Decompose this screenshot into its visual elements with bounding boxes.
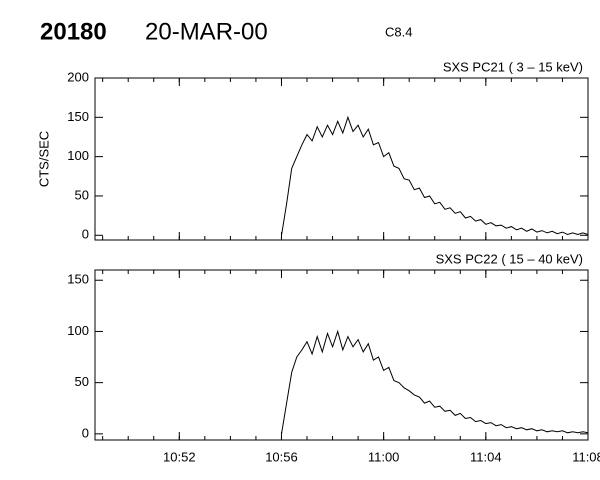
y-axis-label: CTS/SEC: [36, 131, 51, 187]
panel-title: SXS PC21 ( 3 – 15 keV): [443, 59, 583, 74]
y-tick-label: 150: [67, 272, 89, 287]
event-id: 20180: [40, 18, 107, 45]
event-date: 20-MAR-00: [145, 18, 268, 45]
y-tick-label: 150: [67, 109, 89, 124]
x-tick-label: 11:08: [572, 449, 600, 464]
y-tick-label: 50: [75, 187, 89, 202]
y-tick-label: 0: [82, 425, 89, 440]
plot-frame: [94, 269, 589, 441]
data-line: [281, 115, 589, 236]
flare-class: C8.4: [385, 24, 412, 39]
y-tick-label: 50: [75, 374, 89, 389]
panel-title: SXS PC22 ( 15 – 40 keV): [436, 251, 583, 266]
y-tick-label: 100: [67, 148, 89, 163]
y-tick-label: 0: [82, 227, 89, 242]
x-tick-label: 11:04: [470, 449, 502, 464]
data-line: [281, 329, 589, 434]
x-tick-label: 10:56: [265, 449, 298, 464]
x-tick-label: 10:52: [163, 449, 196, 464]
x-tick-label: 11:00: [368, 449, 400, 464]
y-tick-label: 200: [67, 69, 89, 84]
y-tick-label: 100: [67, 323, 89, 338]
plot-frame: [94, 77, 589, 241]
